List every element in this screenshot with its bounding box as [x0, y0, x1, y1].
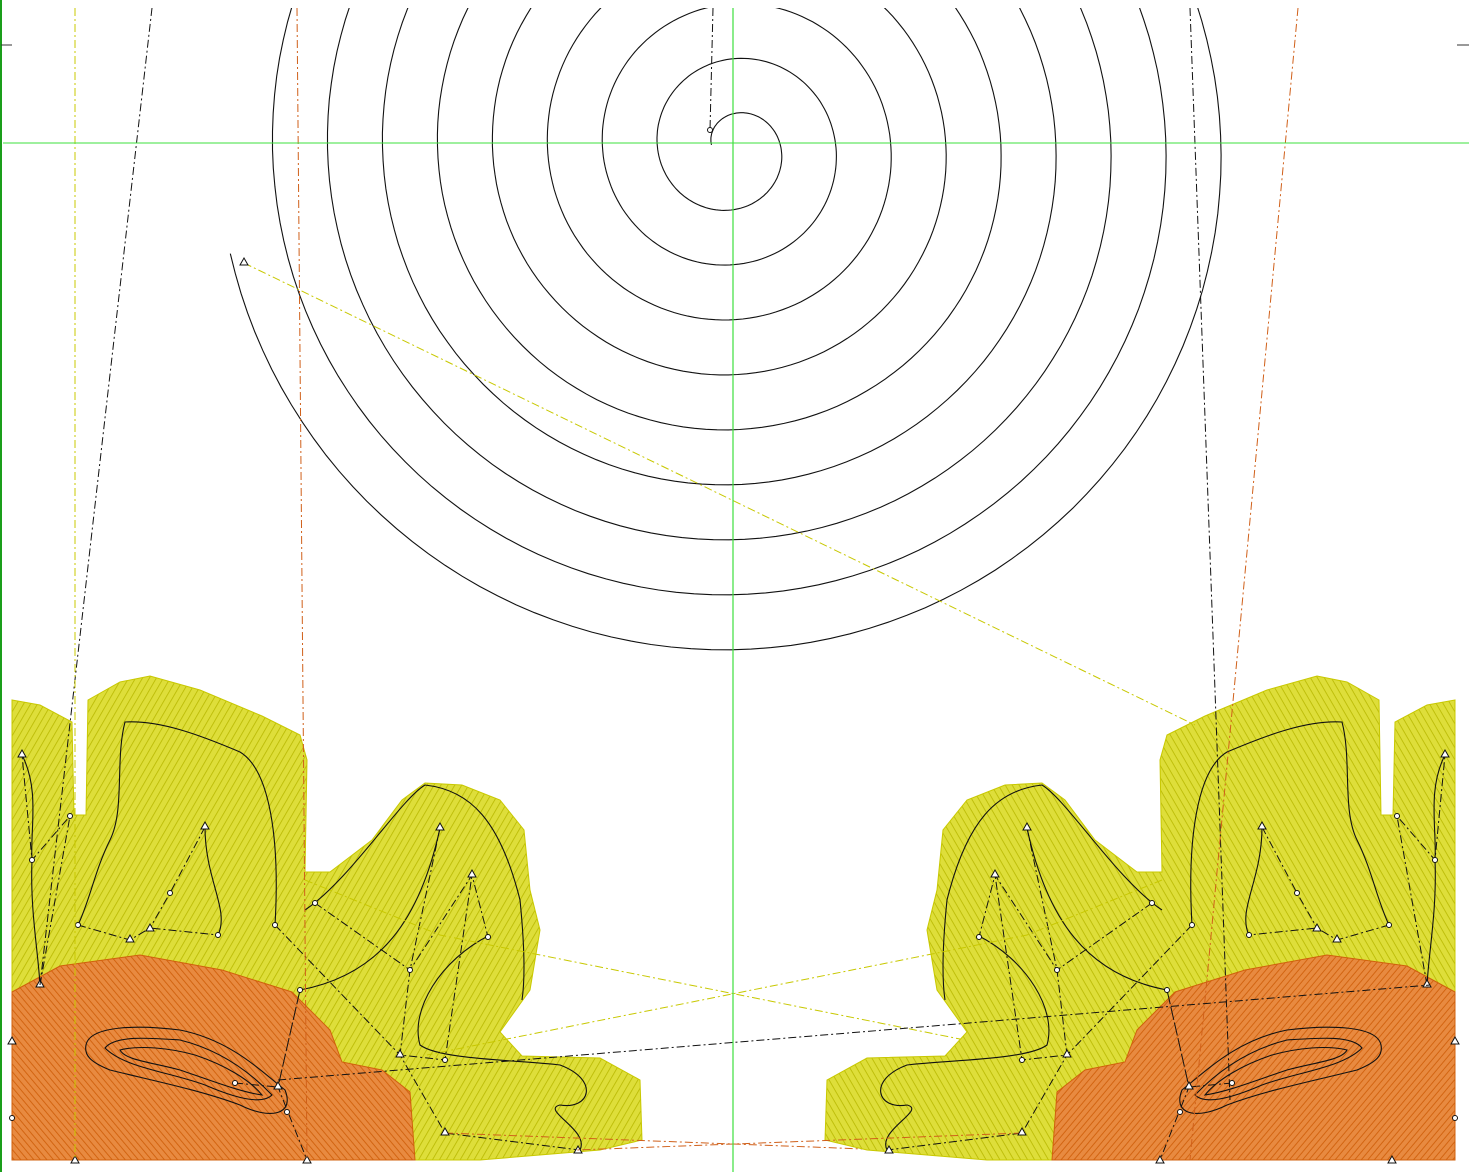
jump — [39, 8, 153, 986]
jump — [1189, 8, 1231, 1101]
jump — [277, 984, 1431, 1081]
marker — [707, 127, 713, 133]
jump — [296, 8, 308, 1161]
spiral-stitch — [229, 8, 1222, 651]
jump — [709, 8, 714, 131]
jump — [243, 262, 1196, 726]
design — [7, 8, 1460, 1164]
marker — [239, 256, 249, 266]
jump — [1189, 8, 1299, 1161]
